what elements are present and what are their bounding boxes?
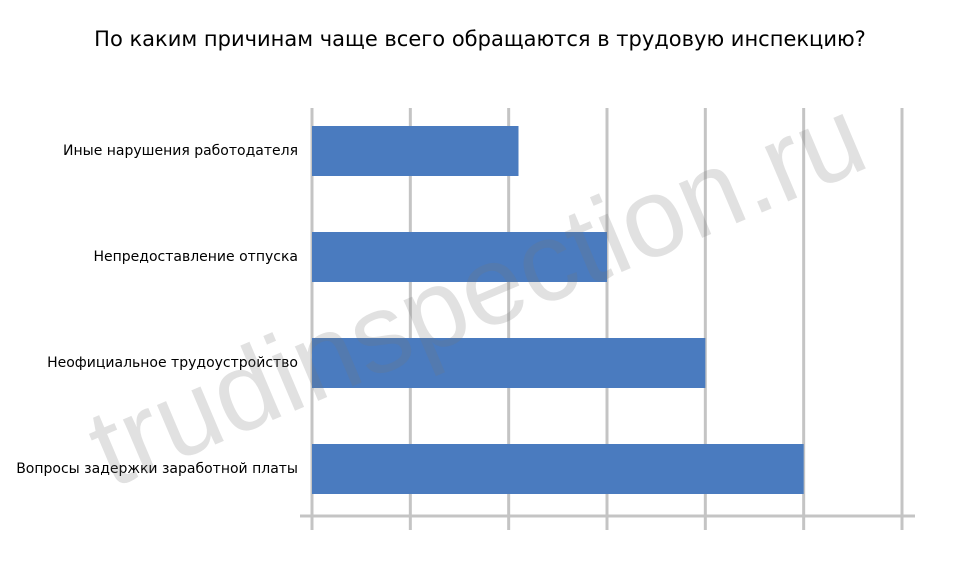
- bar: [312, 232, 607, 282]
- y-tick-label: Непредоставление отпуска: [94, 249, 299, 265]
- bar: [312, 338, 706, 388]
- y-tick-label: Неофициальное трудоустройство: [47, 355, 298, 371]
- y-tick-label: Иные нарушения работодателя: [63, 143, 298, 159]
- bar: [312, 126, 519, 176]
- y-tick-label: Вопросы задержки заработной платы: [16, 461, 298, 477]
- bar: [312, 444, 804, 494]
- chart-title: По каким причинам чаще всего обращаются …: [94, 27, 866, 51]
